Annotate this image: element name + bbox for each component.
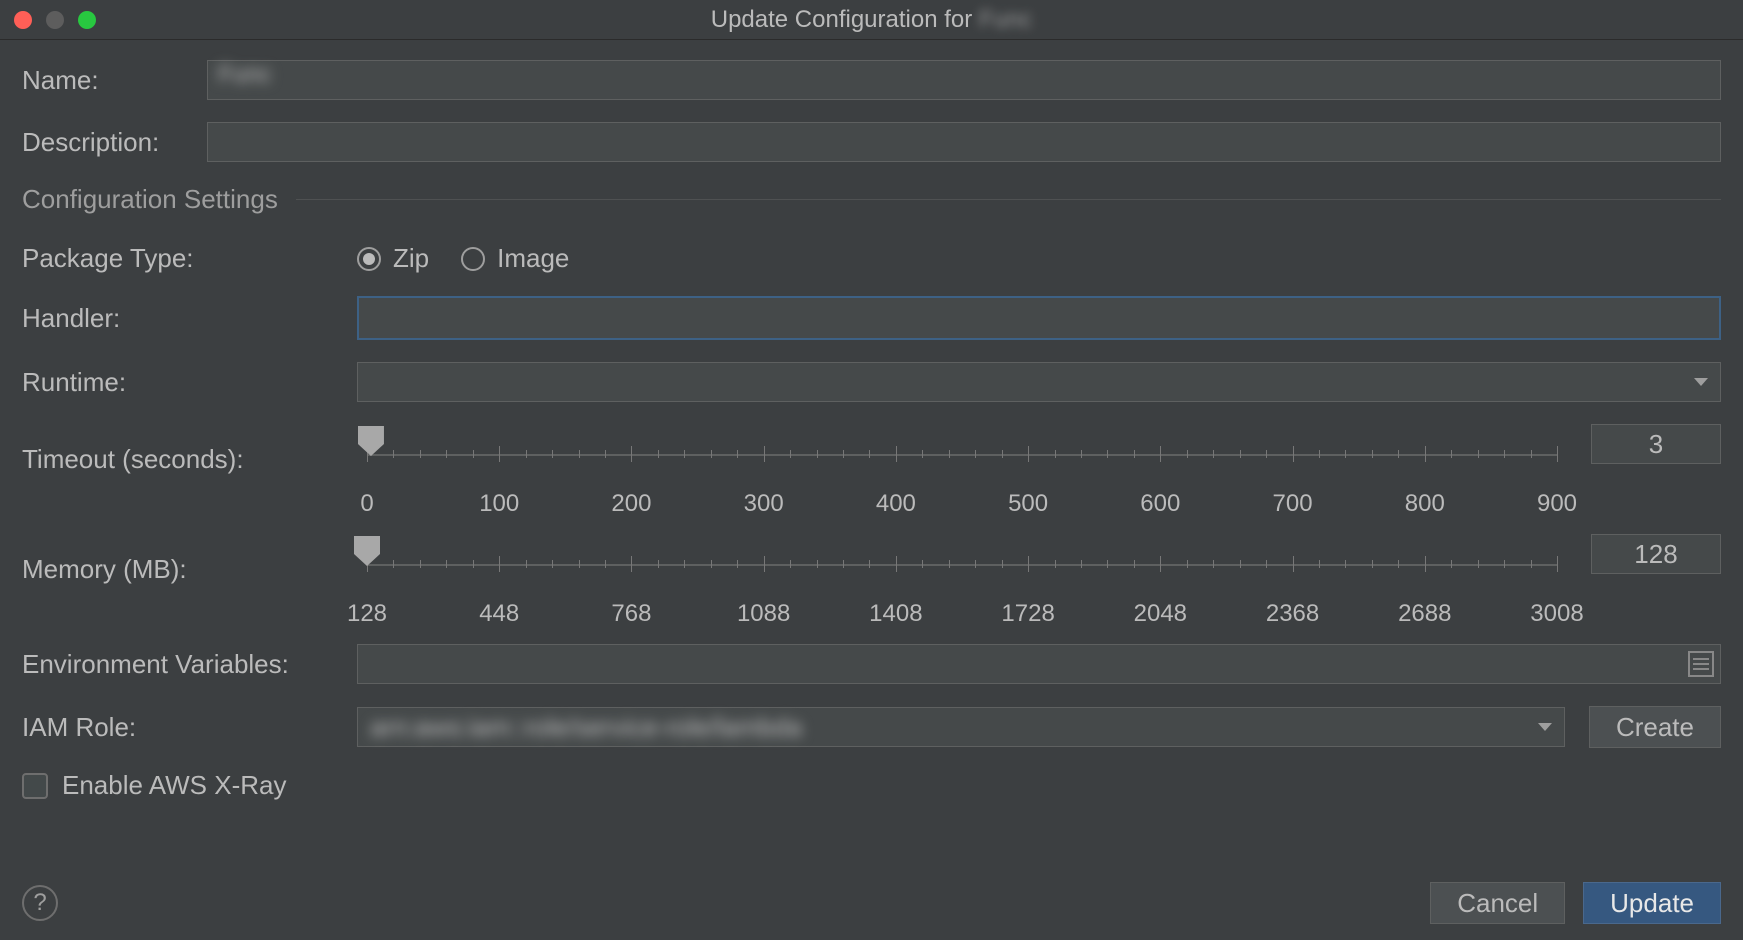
- memory-label: Memory (MB):: [22, 554, 357, 585]
- timeout-label: Timeout (seconds):: [22, 444, 357, 475]
- traffic-lights: [14, 11, 96, 29]
- chevron-down-icon: [1694, 378, 1708, 386]
- xray-label: Enable AWS X-Ray: [62, 770, 286, 801]
- radio-zip[interactable]: Zip: [357, 243, 429, 274]
- description-input[interactable]: [207, 122, 1721, 162]
- runtime-select[interactable]: [357, 362, 1721, 402]
- xray-checkbox[interactable]: [22, 773, 48, 799]
- list-icon[interactable]: [1688, 651, 1714, 677]
- titlebar: Update Configuration for Func: [0, 0, 1743, 40]
- env-input[interactable]: [357, 644, 1721, 684]
- runtime-label: Runtime:: [22, 367, 357, 398]
- timeout-slider[interactable]: 0100200300400500600700800900: [357, 424, 1567, 494]
- radio-zip-label: Zip: [393, 243, 429, 274]
- cancel-button[interactable]: Cancel: [1430, 882, 1565, 924]
- minimize-icon[interactable]: [46, 11, 64, 29]
- update-button[interactable]: Update: [1583, 882, 1721, 924]
- maximize-icon[interactable]: [78, 11, 96, 29]
- iam-label: IAM Role:: [22, 712, 357, 743]
- window-title: Update Configuration for Func: [0, 6, 1743, 34]
- radio-image-label: Image: [497, 243, 569, 274]
- handler-label: Handler:: [22, 303, 357, 334]
- iam-role-select[interactable]: arn:aws:iam::role/service-role/lambda: [357, 707, 1565, 747]
- memory-slider[interactable]: 1284487681088140817282048236826883008: [357, 534, 1567, 604]
- description-label: Description:: [22, 127, 207, 158]
- handler-input[interactable]: [357, 296, 1721, 340]
- close-icon[interactable]: [14, 11, 32, 29]
- radio-image[interactable]: Image: [461, 243, 569, 274]
- section-configuration-settings: Configuration Settings: [22, 184, 1721, 215]
- create-button[interactable]: Create: [1589, 706, 1721, 748]
- name-label: Name:: [22, 65, 207, 96]
- memory-value[interactable]: 128: [1591, 534, 1721, 574]
- chevron-down-icon: [1538, 723, 1552, 731]
- package-type-label: Package Type:: [22, 243, 357, 274]
- help-button[interactable]: ?: [22, 885, 58, 921]
- timeout-value[interactable]: 3: [1591, 424, 1721, 464]
- env-label: Environment Variables:: [22, 649, 357, 680]
- name-input[interactable]: Func: [207, 60, 1721, 100]
